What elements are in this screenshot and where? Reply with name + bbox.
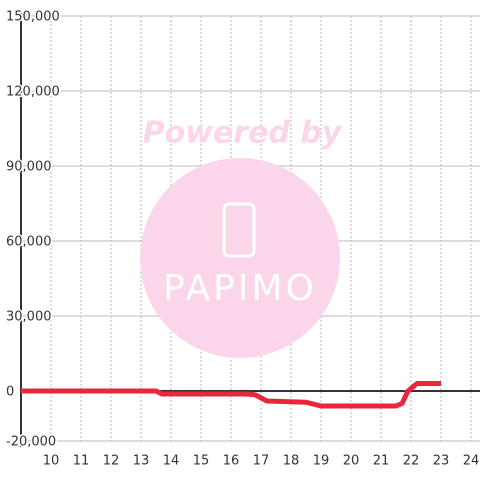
x-tick-label: 13 (133, 454, 150, 469)
x-tick-label: 17 (253, 454, 270, 469)
y-tick-label: 0 (6, 385, 14, 400)
x-tick-label: 14 (163, 454, 180, 469)
y-tick-label: -20,000 (6, 435, 56, 450)
x-tick-label: 24 (463, 454, 480, 469)
watermark-logo: PAPIMO (163, 268, 317, 309)
x-tick-label: 20 (343, 454, 360, 469)
x-tick-label: 12 (103, 454, 120, 469)
y-tick-label: 30,000 (6, 310, 52, 325)
y-tick-label: 150,000 (6, 10, 60, 25)
watermark-text: Powered by (143, 116, 343, 151)
x-tick-label: 10 (43, 454, 60, 469)
x-tick-label: 11 (73, 454, 90, 469)
x-tick-label: 15 (193, 454, 210, 469)
x-tick-label: 23 (433, 454, 450, 469)
x-tick-label: 21 (373, 454, 390, 469)
watermark-phone (222, 202, 256, 258)
x-tick-label: 22 (403, 454, 420, 469)
x-tick-label: 16 (223, 454, 240, 469)
watermark: Powered by PAPIMO (140, 116, 343, 358)
y-tick-label: 120,000 (6, 85, 60, 100)
line-series (21, 381, 441, 409)
x-tick-label: 19 (313, 454, 330, 469)
watermark-circle (140, 158, 340, 358)
y-tick-label: 90,000 (6, 160, 52, 175)
y-tick-label: 60,000 (6, 235, 52, 250)
x-tick-label: 18 (283, 454, 300, 469)
